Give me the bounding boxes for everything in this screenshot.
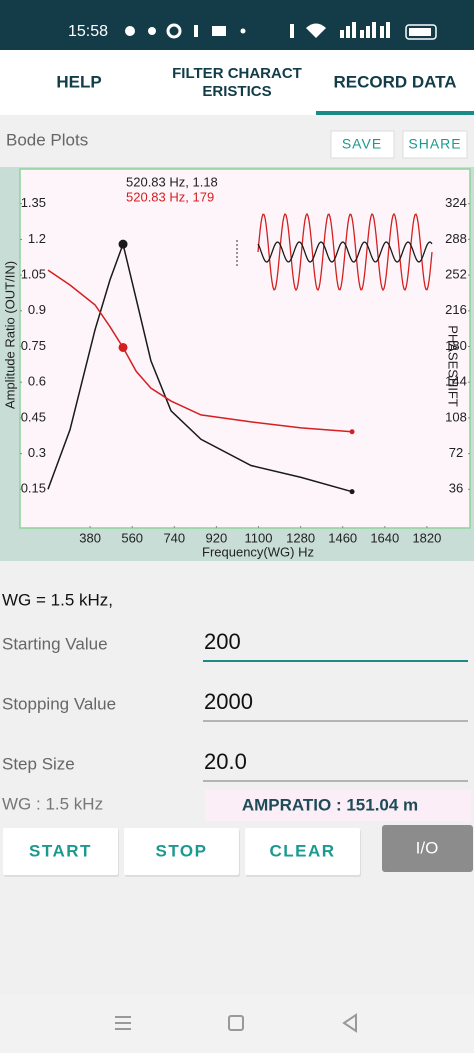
field-value[interactable]: 200: [204, 629, 241, 654]
status-bar: [0, 0, 474, 50]
share-button[interactable]: [402, 130, 468, 159]
y2-tick-label: 216: [445, 302, 467, 317]
annotation: 520.83 Hz, 1.18: [126, 174, 218, 189]
field-value[interactable]: 20.0: [204, 749, 247, 774]
y-tick-label: 1.2: [28, 231, 46, 246]
waveform-output: [257, 212, 433, 292]
share-label[interactable]: SHARE: [408, 136, 461, 152]
point-marker: [349, 489, 355, 495]
field-label: Stopping Value: [2, 694, 116, 713]
io-button[interactable]: [382, 825, 473, 872]
control-button[interactable]: [245, 828, 360, 875]
x-tick-label: 1280: [286, 530, 315, 545]
control-label[interactable]: CLEAR: [269, 841, 335, 860]
x-tick-label: 740: [163, 530, 185, 545]
y-tick-label: 1.35: [21, 195, 46, 210]
wg-readout: WG : 1.5 kHz: [2, 794, 103, 813]
tab-label[interactable]: FILTER CHARACT: [172, 65, 302, 82]
x-tick-label: 1100: [245, 530, 273, 545]
y-tick-label: 0.6: [28, 374, 46, 389]
y2-tick-label: 72: [449, 445, 463, 460]
plot-area: [19, 168, 471, 529]
series-line: [47, 241, 353, 493]
y2-tick-label: 36: [449, 481, 463, 496]
x-tick-label: 1460: [328, 530, 357, 545]
y2-tick-label: 324: [445, 195, 467, 210]
point-marker: [118, 342, 128, 352]
control-label[interactable]: I/O: [416, 838, 439, 857]
y2-tick-label: 180: [445, 338, 467, 353]
field-value[interactable]: 2000: [204, 689, 253, 714]
ampratio-readout: AMPRATIO : 151.04 m: [242, 795, 418, 814]
waveform-input: [257, 241, 433, 263]
x-axis-label: Frequency(WG) Hz: [202, 544, 314, 559]
tab-bar: [0, 50, 474, 115]
control-label[interactable]: START: [29, 841, 92, 860]
tab-label[interactable]: HELP: [56, 72, 101, 91]
y2-tick-label: 144: [445, 374, 467, 389]
ampratio-box: [205, 790, 471, 821]
y-tick-label: 1.05: [21, 267, 46, 282]
wg-header: WG = 1.5 kHz,: [2, 590, 113, 609]
nav-icons: [115, 1013, 357, 1033]
x-tick-label: 920: [206, 530, 228, 545]
annotation: 520.83 Hz, 179: [126, 189, 214, 204]
x-tick-label: 1640: [370, 530, 399, 545]
y2-tick-label: 252: [445, 267, 467, 282]
section-title: Bode Plots: [6, 130, 88, 149]
status-icons: [125, 22, 437, 40]
y2-tick-label: 288: [445, 231, 467, 246]
control-button[interactable]: [124, 828, 239, 875]
control-button[interactable]: [3, 828, 118, 875]
y2-axis-label: PHASESHIFT: [446, 325, 461, 407]
point-marker: [118, 239, 128, 249]
x-tick-label: 380: [79, 530, 101, 545]
y-tick-label: 0.9: [28, 302, 46, 317]
tab-indicator: [316, 111, 474, 115]
nav-bar: [0, 995, 474, 1053]
field-label: Starting Value: [2, 634, 108, 653]
y-tick-label: 0.75: [21, 338, 46, 353]
y-axis-label: Amplitude Ratio (OUT/IN): [2, 261, 17, 409]
control-label[interactable]: STOP: [156, 841, 208, 860]
y-tick-label: 0.45: [21, 409, 46, 424]
tab-label[interactable]: RECORD DATA: [333, 72, 456, 91]
y-tick-label: 0.3: [28, 445, 46, 460]
x-tick-label: 560: [121, 530, 143, 545]
x-tick-label: 1820: [412, 530, 441, 545]
clock: 15:58: [68, 23, 108, 40]
tab-label[interactable]: ERISTICS: [202, 83, 271, 100]
save-button[interactable]: [330, 130, 395, 159]
point-marker: [349, 429, 355, 435]
save-label[interactable]: SAVE: [342, 136, 382, 152]
series-line: [47, 269, 353, 433]
y-tick-label: 0.15: [21, 481, 46, 496]
y2-tick-label: 108: [445, 409, 467, 424]
field-label: Step Size: [2, 754, 75, 773]
